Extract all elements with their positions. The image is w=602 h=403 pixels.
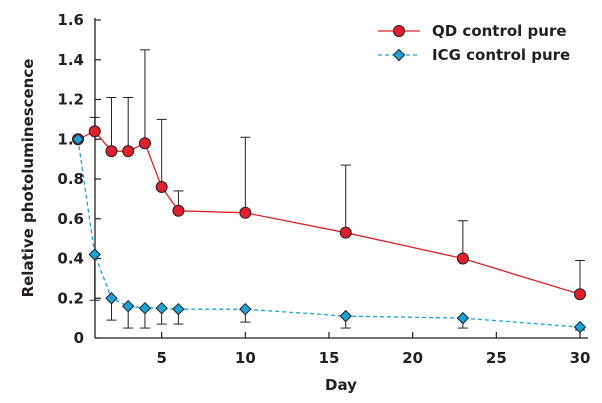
data-point: [138, 301, 152, 315]
y-tick-label: 0.4: [57, 250, 84, 268]
y-tick-label: 0: [74, 329, 84, 347]
legend-label: QD control pure: [432, 22, 567, 40]
data-point: [122, 145, 135, 158]
y-axis-title: Relative photoluminescence: [19, 59, 37, 298]
data-point: [155, 301, 168, 315]
data-point: [155, 180, 168, 193]
legend-marker: [392, 48, 406, 62]
data-point: [71, 133, 85, 146]
data-point: [239, 302, 252, 316]
data-point: [138, 137, 151, 150]
y-tick-label: 1.6: [57, 11, 84, 29]
data-point: [105, 292, 118, 305]
data-point: [456, 252, 469, 265]
legend-marker: [393, 25, 405, 37]
x-tick-label: 10: [235, 349, 256, 367]
data-point: [88, 125, 101, 138]
data-point: [339, 226, 352, 239]
x-tick-label: 30: [570, 349, 591, 367]
x-tick-label: 25: [486, 349, 507, 367]
x-tick-label: 15: [319, 349, 340, 367]
x-tick-label: 5: [156, 349, 166, 367]
legend-label: ICG control pure: [432, 46, 570, 64]
y-tick-label: 1.2: [57, 91, 84, 109]
y-tick-label: 0.2: [57, 289, 84, 307]
data-point: [88, 248, 101, 261]
data-point: [172, 204, 185, 217]
data-point: [339, 309, 352, 323]
series-line-qd: [77, 130, 581, 295]
data-point: [573, 320, 587, 334]
data-point: [105, 145, 118, 158]
series-line-icg: [77, 139, 581, 328]
series-markers: [71, 125, 587, 334]
y-tick-label: 0.6: [57, 210, 84, 228]
x-axis-title: Day: [325, 376, 357, 394]
axes: 00.20.40.60.81.01.21.41.65 10 15 20 25 30: [57, 11, 590, 367]
data-point: [172, 302, 185, 316]
data-point: [121, 299, 135, 313]
series-lines: [77, 130, 581, 328]
x-tick-label: 20: [402, 349, 423, 367]
data-point: [574, 288, 586, 301]
data-point: [239, 206, 252, 219]
data-point: [456, 311, 470, 325]
y-tick-label: 0.8: [57, 170, 84, 188]
legend: QD control pure ICG control pure: [378, 22, 570, 64]
y-tick-label: 1.4: [57, 51, 84, 69]
